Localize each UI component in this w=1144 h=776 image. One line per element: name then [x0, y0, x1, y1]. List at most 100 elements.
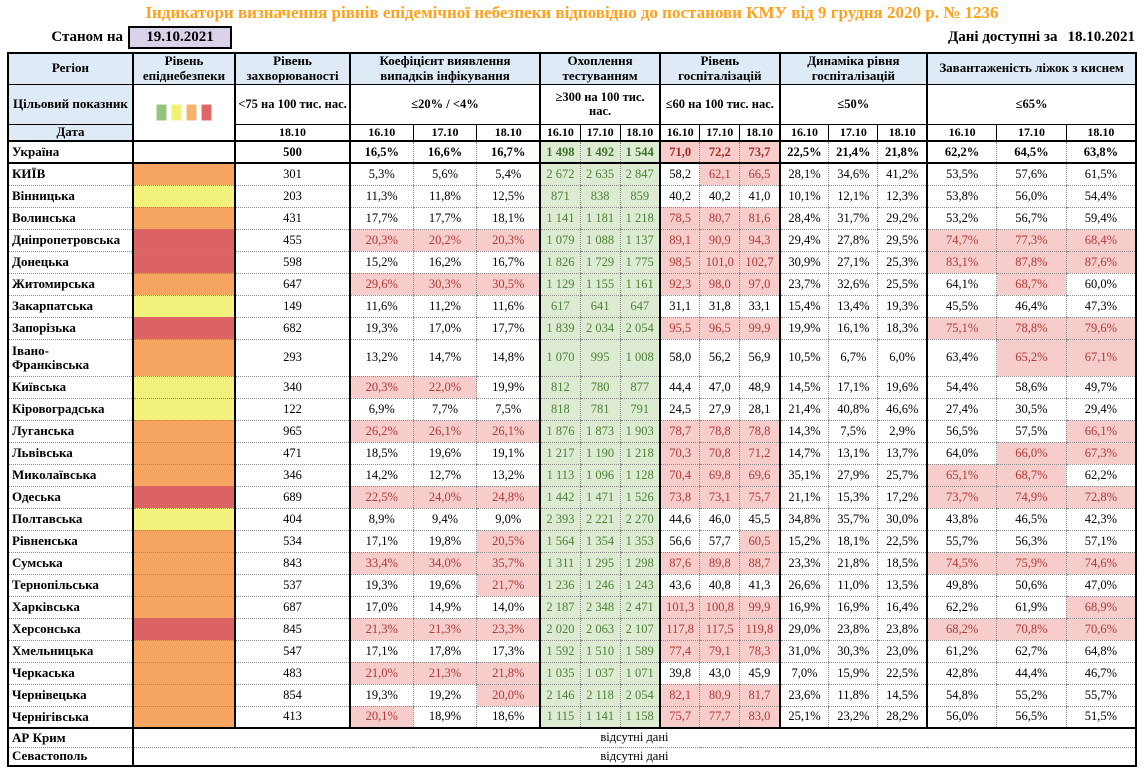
- risk-level-cell: [131, 185, 236, 208]
- table-row: Кіровоградська 122 6,9% 7,7% 7,5% 818 781 791 24…: [8, 398, 1136, 421]
- test-cell: 1 141: [539, 207, 581, 230]
- hosp-cell: 81,7: [739, 684, 780, 707]
- coef-cell: 5,3%: [348, 163, 414, 186]
- coef-cell: 19,3%: [348, 317, 414, 340]
- test-cell: 647: [619, 295, 660, 318]
- risk-level-cell: [131, 618, 236, 641]
- date-header-cell: 17.10: [579, 123, 621, 142]
- table-row: Тернопільська 537 19,3% 19,6% 21,7% 1 236 1 24…: [8, 574, 1136, 597]
- test-cell: 995: [579, 339, 621, 377]
- bed-cell: 54,4%: [1065, 185, 1136, 208]
- test-cell: 1 589: [619, 640, 660, 663]
- dyn-cell: 46,6%: [877, 398, 928, 421]
- dyn-cell: 23,3%: [778, 552, 829, 575]
- coef-cell: 12,7%: [412, 464, 477, 487]
- risk-level-cell: [131, 339, 236, 377]
- bed-cell: 27,4%: [926, 398, 997, 421]
- incidence-cell: 647: [234, 273, 350, 296]
- risk-legend-square: [171, 104, 183, 122]
- coef-cell: 16,6%: [412, 141, 477, 165]
- table-row: Чернігівська 413 20,1% 18,9% 18,6% 1 115 1 141…: [8, 706, 1136, 730]
- test-cell: 1 088: [579, 229, 621, 252]
- bed-cell: 58,6%: [996, 376, 1067, 399]
- coef-cell: 20,0%: [476, 684, 541, 707]
- incidence-cell: 598: [234, 251, 350, 274]
- dyn-cell: 10,1%: [778, 185, 829, 208]
- dyn-cell: 28,1%: [778, 163, 829, 186]
- dyn-cell: 12,1%: [828, 185, 878, 208]
- dyn-cell: 30,0%: [877, 508, 928, 531]
- dyn-cell: 15,2%: [778, 530, 829, 553]
- test-cell: 2 635: [579, 163, 621, 186]
- coef-cell: 17,7%: [412, 207, 477, 230]
- hosp-cell: 71,2: [739, 442, 780, 465]
- dyn-cell: 23,8%: [877, 618, 928, 641]
- col-header-risk-level: Рівень епіднебезпеки: [131, 52, 236, 85]
- test-cell: 1 096: [579, 464, 621, 487]
- hosp-cell: 73,8: [658, 486, 700, 509]
- bed-cell: 63,4%: [926, 339, 997, 377]
- dyn-cell: 25,5%: [877, 273, 928, 296]
- coef-cell: 18,5%: [348, 442, 414, 465]
- coef-cell: 19,8%: [412, 530, 477, 553]
- date-header-cell: 16.10: [658, 123, 701, 142]
- bed-cell: 74,9%: [996, 486, 1067, 509]
- bed-cell: 57,1%: [1065, 530, 1136, 553]
- risk-level-cell: [131, 207, 236, 230]
- coef-cell: 15,2%: [348, 251, 414, 274]
- date-header-cell: 18.10: [234, 123, 351, 142]
- coef-cell: 17,1%: [348, 640, 414, 663]
- risk-level-cell: [131, 552, 236, 575]
- bed-cell: 64,5%: [996, 141, 1067, 165]
- hosp-cell: 47,0: [699, 376, 740, 399]
- dyn-cell: 23,8%: [828, 618, 878, 641]
- test-cell: 1 161: [619, 273, 660, 296]
- coef-cell: 19,3%: [348, 684, 414, 707]
- test-cell: 1 155: [579, 273, 621, 296]
- dyn-cell: 32,6%: [828, 273, 878, 296]
- dyn-cell: 29,5%: [877, 229, 928, 252]
- test-cell: 1 137: [619, 229, 660, 252]
- coef-cell: 26,1%: [476, 420, 541, 443]
- risk-level-cell: [131, 486, 236, 509]
- incidence-cell: 346: [234, 464, 350, 487]
- bed-cell: 73,7%: [926, 486, 997, 509]
- risk-level-cell: [131, 684, 236, 707]
- as-of-label: Станом на: [51, 29, 123, 45]
- bed-cell: 63,8%: [1065, 141, 1136, 165]
- dyn-cell: 28,2%: [877, 706, 928, 730]
- test-cell: 1 070: [539, 339, 581, 377]
- bed-cell: 56,0%: [996, 185, 1067, 208]
- hosp-cell: 56,2: [699, 339, 740, 377]
- test-cell: 1 729: [579, 251, 621, 274]
- table-row: Луганська 965 26,2% 26,1% 26,1% 1 876 1 873 1 9…: [8, 420, 1136, 443]
- coef-cell: 7,7%: [412, 398, 477, 421]
- dyn-cell: 21,8%: [828, 552, 878, 575]
- date-header-cell: 16.10: [348, 123, 414, 142]
- date-header-cell: 16.10: [926, 123, 998, 142]
- col-header-hospitalization-level: Рівень госпіталізацій: [658, 52, 781, 85]
- test-cell: 812: [539, 376, 581, 399]
- hosp-cell: 75,7: [739, 486, 780, 509]
- coef-cell: 18,6%: [476, 706, 541, 730]
- meta-row: Станом на 19.10.2021 Дані доступні за 18…: [7, 26, 1137, 49]
- bed-cell: 56,5%: [926, 420, 997, 443]
- dyn-cell: 22,5%: [877, 530, 928, 553]
- dyn-cell: 14,5%: [778, 376, 829, 399]
- hosp-cell: 27,9: [699, 398, 740, 421]
- bed-cell: 46,5%: [996, 508, 1067, 531]
- bed-cell: 64,8%: [1065, 640, 1136, 663]
- target-incidence: <75 на 100 тис. нас.: [234, 83, 351, 125]
- bed-cell: 67,1%: [1065, 339, 1136, 377]
- test-cell: 1 354: [579, 530, 621, 553]
- risk-legend-square: [186, 104, 198, 122]
- test-cell: 838: [579, 185, 621, 208]
- test-cell: 1 295: [579, 552, 621, 575]
- date-header-cell: 17.10: [996, 123, 1067, 142]
- dyn-cell: 18,1%: [828, 530, 878, 553]
- coef-cell: 19,6%: [412, 574, 477, 597]
- table-row: Запорізька 682 19,3% 17,0% 17,7% 1 839 2 034 2 …: [8, 317, 1136, 340]
- coef-cell: 18,9%: [412, 706, 477, 730]
- coef-cell: 19,1%: [476, 442, 541, 465]
- dyn-cell: 13,7%: [877, 442, 928, 465]
